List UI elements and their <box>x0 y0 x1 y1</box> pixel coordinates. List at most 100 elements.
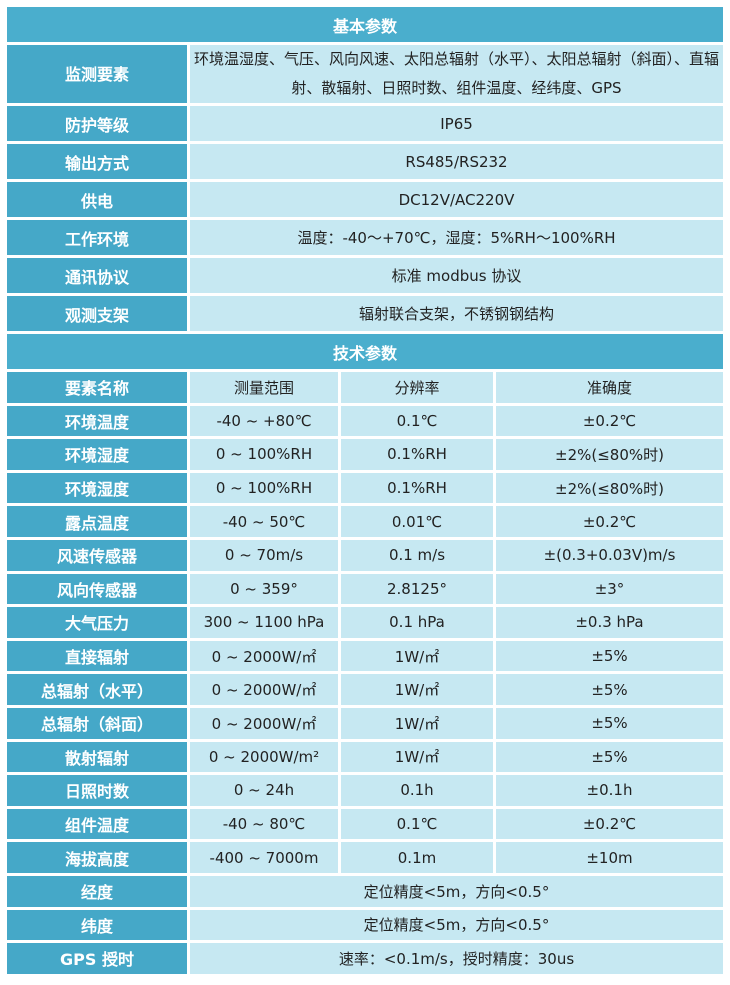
table-cell: 0 ~ 2000W/㎡ <box>190 707 338 739</box>
table-row: 监测要素 环境温湿度、气压、风向风速、太阳总辐射（水平）、太阳总辐射（斜面）、直辐… <box>7 45 723 103</box>
row-value: 定位精度<5m，方向<0.5° <box>190 909 723 941</box>
table-cell: 0 ~ 359° <box>190 573 338 605</box>
spec-table: 基本参数 监测要素 环境温湿度、气压、风向风速、太阳总辐射（水平）、太阳总辐射（斜面… <box>4 4 726 977</box>
row-value: RS485/RS232 <box>190 144 723 179</box>
column-header: 分辨率 <box>341 372 493 403</box>
column-headers: 要素名称 测量范围 分辨率 准确度 <box>7 372 723 403</box>
table-cell: 0.1℃ <box>341 405 493 437</box>
table-cell: 1W/㎡ <box>341 707 493 739</box>
section-title: 基本参数 <box>7 7 723 42</box>
column-header: 准确度 <box>496 372 723 403</box>
table-row: 环境湿度 0 ~ 100%RH 0.1%RH ±2%(≤80%时) <box>7 439 723 470</box>
table-cell: ±5% <box>496 741 723 773</box>
row-label: 直接辐射 <box>7 640 187 672</box>
table-cell: ±(0.3+0.03V)m/s <box>496 539 723 571</box>
section-title: 技术参数 <box>7 334 723 369</box>
table-row: 总辐射（斜面） 0 ~ 2000W/㎡ 1W/㎡ ±5% <box>7 707 723 739</box>
table-cell: 0 ~ 100%RH <box>190 472 338 504</box>
table-cell: 2.8125° <box>341 573 493 605</box>
table-cell: -40 ~ 50℃ <box>190 506 338 537</box>
row-value: 定位精度<5m，方向<0.5° <box>190 875 723 907</box>
row-label: 供电 <box>7 182 187 217</box>
row-label: 防护等级 <box>7 106 187 141</box>
row-label: 总辐射（水平） <box>7 674 187 705</box>
table-row: 风向传感器 0 ~ 359° 2.8125° ±3° <box>7 573 723 605</box>
table-cell: 0 ~ 100%RH <box>190 439 338 470</box>
section-header-tech: 技术参数 <box>7 334 723 369</box>
table-cell: -40 ~ 80℃ <box>190 808 338 840</box>
row-label: 环境湿度 <box>7 439 187 470</box>
table-cell: ±0.1h <box>496 775 723 806</box>
table-row: 环境温度 -40 ~ +80℃ 0.1℃ ±0.2℃ <box>7 405 723 437</box>
table-cell: 0.1 m/s <box>341 539 493 571</box>
table-cell: 0.01℃ <box>341 506 493 537</box>
row-value: DC12V/AC220V <box>190 182 723 217</box>
table-row: 散射辐射 0 ~ 2000W/m² 1W/㎡ ±5% <box>7 741 723 773</box>
table-cell: 0.1 hPa <box>341 607 493 638</box>
table-cell: ±0.2℃ <box>496 405 723 437</box>
table-cell: 1W/㎡ <box>341 741 493 773</box>
table-row: 直接辐射 0 ~ 2000W/㎡ 1W/㎡ ±5% <box>7 640 723 672</box>
table-cell: 0 ~ 2000W/㎡ <box>190 640 338 672</box>
table-cell: ±0.3 hPa <box>496 607 723 638</box>
table-row: 大气压力 300 ~ 1100 hPa 0.1 hPa ±0.3 hPa <box>7 607 723 638</box>
table-row: GPS 授时 速率：<0.1m/s，授时精度：30us <box>7 943 723 974</box>
row-label: GPS 授时 <box>7 943 187 974</box>
table-row: 海拔高度 -400 ~ 7000m 0.1m ±10m <box>7 842 723 873</box>
table-cell: 0.1℃ <box>341 808 493 840</box>
row-label: 风向传感器 <box>7 573 187 605</box>
row-label: 工作环境 <box>7 220 187 255</box>
table-row: 风速传感器 0 ~ 70m/s 0.1 m/s ±(0.3+0.03V)m/s <box>7 539 723 571</box>
column-header: 测量范围 <box>190 372 338 403</box>
table-cell: 300 ~ 1100 hPa <box>190 607 338 638</box>
row-value: 标准 modbus 协议 <box>190 258 723 293</box>
row-label: 纬度 <box>7 909 187 941</box>
table-row: 防护等级 IP65 <box>7 106 723 141</box>
row-value: 辐射联合支架，不锈钢钢结构 <box>190 296 723 331</box>
row-label: 经度 <box>7 875 187 907</box>
table-cell: ±2%(≤80%时) <box>496 472 723 504</box>
table-cell: 0 ~ 2000W/m² <box>190 741 338 773</box>
column-header: 要素名称 <box>7 372 187 403</box>
table-cell: ±5% <box>496 640 723 672</box>
table-cell: ±2%(≤80%时) <box>496 439 723 470</box>
table-row: 观测支架 辐射联合支架，不锈钢钢结构 <box>7 296 723 331</box>
row-value: 温度：-40～+70℃，湿度：5%RH～100%RH <box>190 220 723 255</box>
row-label: 风速传感器 <box>7 539 187 571</box>
table-cell: 1W/㎡ <box>341 640 493 672</box>
table-cell: -40 ~ +80℃ <box>190 405 338 437</box>
table-row: 总辐射（水平） 0 ~ 2000W/㎡ 1W/㎡ ±5% <box>7 674 723 705</box>
table-cell: ±5% <box>496 674 723 705</box>
row-value: IP65 <box>190 106 723 141</box>
table-cell: ±10m <box>496 842 723 873</box>
table-cell: 0.1%RH <box>341 439 493 470</box>
row-value: 环境温湿度、气压、风向风速、太阳总辐射（水平）、太阳总辐射（斜面）、直辐射、散辐… <box>190 45 723 103</box>
row-label: 组件温度 <box>7 808 187 840</box>
table-row: 组件温度 -40 ~ 80℃ 0.1℃ ±0.2℃ <box>7 808 723 840</box>
row-label: 总辐射（斜面） <box>7 707 187 739</box>
row-label: 日照时数 <box>7 775 187 806</box>
table-cell: -400 ~ 7000m <box>190 842 338 873</box>
table-cell: ±0.2℃ <box>496 506 723 537</box>
row-label: 大气压力 <box>7 607 187 638</box>
table-cell: 0.1m <box>341 842 493 873</box>
section-header-basic: 基本参数 <box>7 7 723 42</box>
table-row: 工作环境 温度：-40～+70℃，湿度：5%RH～100%RH <box>7 220 723 255</box>
table-cell: ±0.2℃ <box>496 808 723 840</box>
table-cell: 0 ~ 2000W/㎡ <box>190 674 338 705</box>
table-row: 环境湿度 0 ~ 100%RH 0.1%RH ±2%(≤80%时) <box>7 472 723 504</box>
table-row: 日照时数 0 ~ 24h 0.1h ±0.1h <box>7 775 723 806</box>
table-row: 纬度 定位精度<5m，方向<0.5° <box>7 909 723 941</box>
row-label: 通讯协议 <box>7 258 187 293</box>
row-label: 环境温度 <box>7 405 187 437</box>
table-cell: ±3° <box>496 573 723 605</box>
table-cell: 0.1h <box>341 775 493 806</box>
table-row: 通讯协议 标准 modbus 协议 <box>7 258 723 293</box>
row-label: 散射辐射 <box>7 741 187 773</box>
row-label: 露点温度 <box>7 506 187 537</box>
row-label: 监测要素 <box>7 45 187 103</box>
row-label: 海拔高度 <box>7 842 187 873</box>
table-row: 露点温度 -40 ~ 50℃ 0.01℃ ±0.2℃ <box>7 506 723 537</box>
table-cell: 0 ~ 24h <box>190 775 338 806</box>
row-label: 环境湿度 <box>7 472 187 504</box>
